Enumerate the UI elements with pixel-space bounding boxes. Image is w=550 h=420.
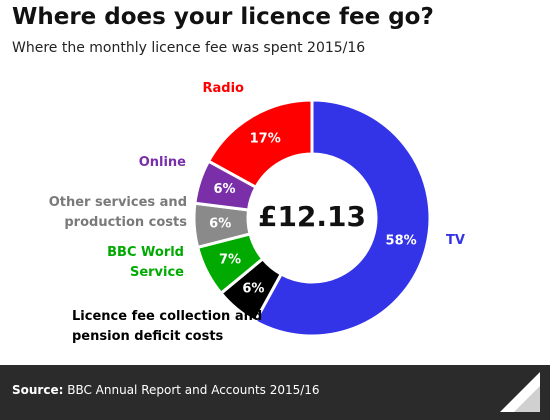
value-label: 6% (213, 182, 235, 197)
category-label: Radio (203, 81, 245, 96)
slice-tv (253, 98, 432, 338)
chart-slices (192, 98, 432, 338)
source-footer: Source: BBC Annual Report and Accounts 2… (0, 365, 550, 420)
chart-title: Where does your licence fee go? (12, 4, 434, 30)
value-label: 58% (386, 233, 417, 248)
full-fact-logo (500, 372, 540, 412)
center-total-label: £12.13 (258, 200, 366, 233)
value-label: 17% (250, 131, 281, 146)
value-label: 6% (209, 216, 231, 231)
slice-radio (206, 98, 314, 190)
source-line: Source: BBC Annual Report and Accounts 2… (12, 383, 320, 397)
chart-value-labels: 58%6%7%6%6%17% (209, 131, 417, 296)
category-label: Other services and production costs (49, 195, 188, 230)
source-text: BBC Annual Report and Accounts 2015/16 (67, 383, 320, 397)
chart-category-labels: TV Licence fee collection and pension defi… (49, 81, 465, 344)
category-label: Online (139, 155, 186, 170)
value-label: 7% (219, 252, 241, 267)
category-label: BBC World Service (107, 245, 184, 280)
chart-subtitle: Where the monthly licence fee was spent … (12, 40, 366, 56)
value-label: 6% (242, 281, 264, 296)
category-label: TV (446, 233, 465, 248)
source-label: Source: (12, 383, 64, 397)
category-label: Licence fee collection and pension defici… (72, 309, 262, 344)
